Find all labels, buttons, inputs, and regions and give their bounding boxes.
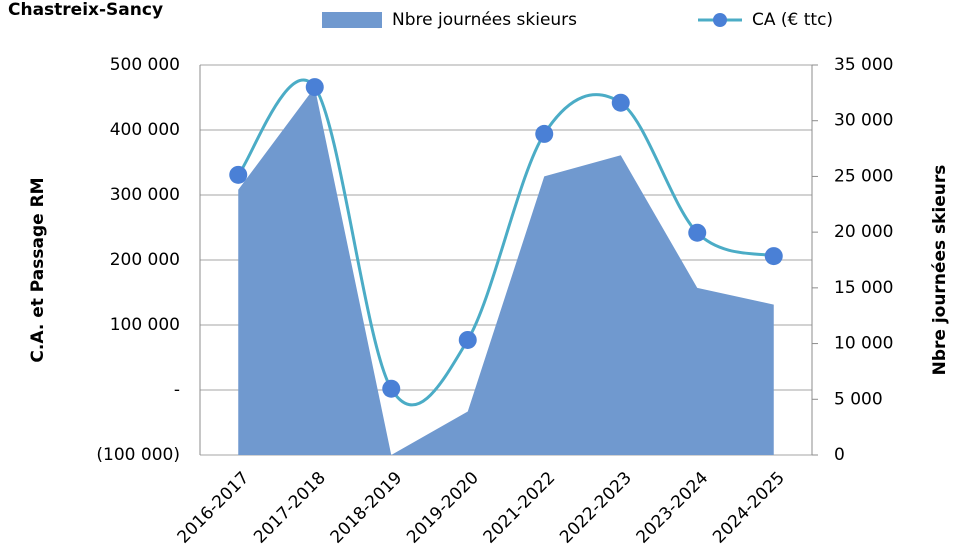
x-tick-label: 2019-2020 [403,468,483,548]
chart-title: Chastreix-Sancy [8,0,163,20]
y2-tick-label: 20 000 [834,222,893,242]
y-axis-label: C.A. et Passage RM [28,177,48,362]
line-marker [611,93,630,112]
x-tick-label: 2018-2019 [327,468,407,548]
y-tick-label: 500 000 [110,55,180,75]
y2-axis-label: Nbre journées skieurs [930,165,950,376]
y-tick-label: 200 000 [110,250,180,270]
legend-label: CA (€ ttc) [752,10,833,30]
line-marker [764,247,783,266]
y2-tick-label: 10 000 [834,334,893,354]
y2-tick-label: 0 [834,445,845,465]
legend-swatch [713,13,727,27]
y2-tick-label: 25 000 [834,166,893,186]
line-marker [382,379,401,398]
y2-tick-label: 15 000 [834,278,893,298]
y-tick-label: 100 000 [110,315,180,335]
line-marker [458,330,477,349]
y-tick-label: 400 000 [110,120,180,140]
y-tick-label: (100 000) [96,445,180,465]
line-marker [535,124,554,143]
y2-tick-label: 30 000 [834,111,893,131]
line-marker [229,165,248,184]
line-marker [688,223,707,242]
x-tick-label: 2022-2023 [556,468,636,548]
legend-label: Nbre journées skieurs [392,10,577,30]
legend-swatch [322,12,382,28]
x-tick-label: 2024-2025 [709,468,789,548]
area [238,87,774,456]
x-tick-label: 2016-2017 [174,468,254,548]
x-tick-label: 2023-2024 [633,468,713,548]
x-tick-label: 2021-2022 [480,468,560,548]
y2-tick-label: 5 000 [834,389,883,409]
y2-tick-label: 35 000 [834,55,893,75]
x-tick-label: 2017-2018 [250,468,330,548]
line-marker [305,78,324,97]
y-tick-label: - [174,380,180,400]
y-tick-label: 300 000 [110,185,180,205]
